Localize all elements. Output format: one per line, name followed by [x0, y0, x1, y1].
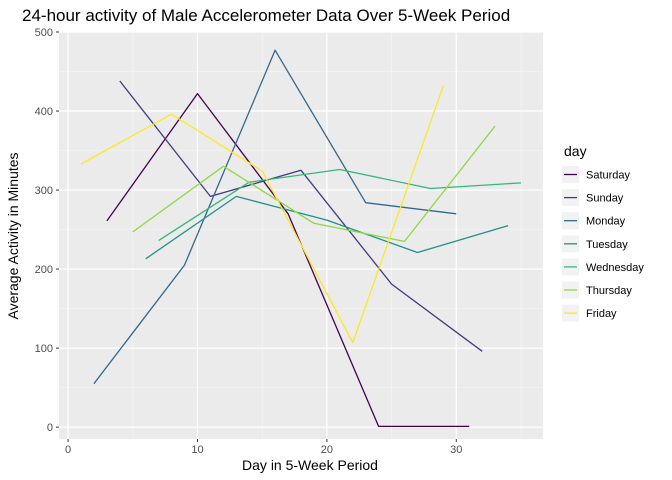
- y-tick-label: 400: [35, 106, 53, 118]
- y-axis-title: Average Activity in Minutes: [5, 152, 21, 319]
- legend-label: Thursday: [586, 285, 632, 297]
- x-axis-title: Day in 5-Week Period: [242, 457, 378, 473]
- legend-items: Saturday Sunday Monday Tuesday Wednesday Thur…: [562, 166, 644, 322]
- legend: day Saturday Sunday Monday Tuesday Wednesday…: [562, 143, 644, 322]
- series-line-sunday: [119, 80, 483, 352]
- series-line-saturday: [106, 92, 470, 428]
- legend-label: Friday: [586, 308, 617, 320]
- grid-minor: [59, 32, 543, 439]
- legend-label: Wednesday: [586, 262, 644, 274]
- y-tick-label: 300: [35, 185, 53, 197]
- x-tick-label: 30: [450, 444, 462, 456]
- y-tick-label: 0: [47, 422, 53, 434]
- legend-label: Sunday: [586, 193, 624, 205]
- plot-panel: [59, 32, 543, 439]
- chart-title: 24-hour activity of Male Accelerometer D…: [22, 6, 510, 25]
- y-tick-label: 500: [35, 27, 53, 39]
- y-axis: 0 100 200 300 400 500: [35, 27, 59, 434]
- legend-label: Tuesday: [586, 239, 628, 251]
- series-lines: [80, 49, 522, 428]
- x-tick-label: 0: [65, 444, 71, 456]
- legend-label: Saturday: [586, 170, 631, 182]
- y-tick-label: 200: [35, 264, 53, 276]
- series-line-wednesday: [158, 168, 522, 242]
- x-axis: 0 10 20 30: [65, 439, 462, 456]
- series-line-tuesday: [145, 195, 509, 260]
- legend-title: day: [564, 143, 587, 159]
- series-line-friday: [80, 85, 445, 344]
- series-line-thursday: [132, 125, 496, 243]
- legend-label: Monday: [586, 216, 626, 228]
- series-line-monday: [93, 49, 457, 385]
- y-tick-label: 100: [35, 343, 53, 355]
- x-tick-label: 10: [191, 444, 203, 456]
- x-tick-label: 20: [321, 444, 333, 456]
